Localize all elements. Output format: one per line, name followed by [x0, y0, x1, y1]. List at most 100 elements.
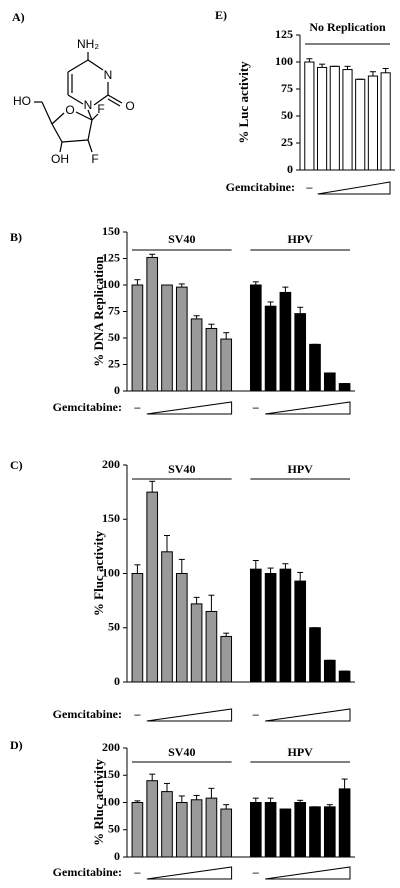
y-axis-label: % Fluc activity	[91, 530, 106, 616]
y-tick-label: 100	[102, 277, 120, 291]
bar	[338, 788, 351, 858]
control-label: –	[252, 707, 260, 721]
atom: OH	[51, 152, 69, 166]
y-tick-label: 50	[108, 620, 120, 634]
bar	[279, 808, 292, 858]
bar	[146, 491, 159, 683]
bar	[355, 78, 366, 171]
group-label: SV40	[168, 232, 195, 246]
bar	[249, 284, 262, 392]
y-tick-label: 150	[102, 224, 120, 238]
bar	[161, 551, 173, 683]
bar	[190, 603, 203, 683]
control-label: –	[133, 707, 141, 721]
bar	[309, 627, 321, 683]
y-tick-label: 75	[108, 303, 120, 317]
group-label: HPV	[288, 462, 314, 476]
bar	[323, 372, 336, 392]
bar	[294, 313, 307, 392]
bar	[131, 284, 144, 392]
panel-label: B)	[10, 230, 22, 244]
bar	[131, 802, 144, 858]
bar	[338, 383, 351, 392]
dose-triangle	[265, 866, 351, 880]
panel-label: A)	[12, 10, 25, 24]
y-tick-label: 25	[281, 135, 293, 149]
atom: HO	[13, 94, 31, 108]
y-axis-label: % Luc activity	[236, 61, 251, 144]
control-label: –	[252, 865, 260, 879]
panel-label: E)	[215, 8, 227, 22]
bar	[146, 780, 159, 858]
control-label: –	[305, 180, 313, 194]
y-tick-label: 0	[114, 849, 120, 863]
control-label: –	[133, 400, 141, 414]
bar	[161, 284, 173, 392]
bar	[205, 327, 218, 392]
y-tick-label: 150	[102, 767, 120, 781]
y-tick-label: 0	[287, 162, 293, 176]
atom: F	[97, 102, 104, 116]
y-tick-label: 100	[102, 794, 120, 808]
y-tick-label: 75	[281, 81, 293, 95]
y-tick-label: 0	[114, 674, 120, 688]
bar	[294, 580, 307, 683]
group-label: HPV	[288, 232, 314, 246]
bar	[249, 802, 262, 858]
group-label: SV40	[168, 745, 195, 759]
y-tick-label: 50	[108, 822, 120, 836]
y-tick-label: 200	[102, 457, 120, 471]
bar	[309, 806, 321, 858]
treatment-label: Gemcitabine:	[53, 865, 122, 879]
bar	[190, 318, 203, 392]
bar	[220, 338, 233, 392]
y-tick-label: 0	[114, 383, 120, 397]
dose-triangle	[146, 866, 233, 880]
bar	[329, 65, 340, 171]
bar	[323, 659, 336, 683]
dose-triangle	[265, 708, 351, 722]
bar	[264, 305, 277, 392]
bar	[279, 568, 292, 683]
chemical-structure	[34, 52, 123, 153]
bar	[294, 802, 307, 858]
panel-label: D)	[10, 738, 23, 752]
bar	[380, 72, 391, 171]
bar	[220, 808, 233, 858]
atom: O	[65, 103, 74, 117]
y-tick-label: 125	[102, 250, 120, 264]
y-axis-label: % Rluc activity	[91, 759, 106, 846]
control-label: –	[252, 400, 260, 414]
bar	[175, 286, 188, 392]
bar	[264, 573, 277, 683]
bar	[367, 75, 379, 171]
y-tick-label: 150	[102, 511, 120, 525]
treatment-label: Gemcitabine:	[53, 707, 122, 721]
bar	[279, 291, 292, 392]
y-axis-label: % DNA Replication	[91, 255, 106, 366]
control-label: –	[133, 865, 141, 879]
atom: O	[125, 99, 134, 113]
bar	[161, 791, 173, 858]
bar	[342, 69, 353, 171]
dose-triangle	[146, 708, 233, 722]
bar	[205, 797, 218, 858]
dose-triangle	[317, 181, 391, 195]
bar	[304, 61, 315, 171]
atom: NH₂	[77, 37, 99, 51]
bar	[323, 806, 336, 858]
dose-triangle	[146, 401, 233, 415]
bar	[190, 799, 203, 858]
y-tick-label: 100	[275, 54, 293, 68]
bar	[205, 610, 218, 683]
atom: F	[91, 152, 98, 166]
bar	[146, 256, 159, 392]
treatment-label: Gemcitabine:	[226, 180, 295, 194]
group-label: HPV	[288, 745, 314, 759]
y-tick-label: 100	[102, 565, 120, 579]
bar	[131, 573, 144, 683]
y-tick-label: 25	[108, 356, 120, 370]
group-label: No Replication	[309, 20, 386, 34]
dose-triangle	[265, 401, 351, 415]
